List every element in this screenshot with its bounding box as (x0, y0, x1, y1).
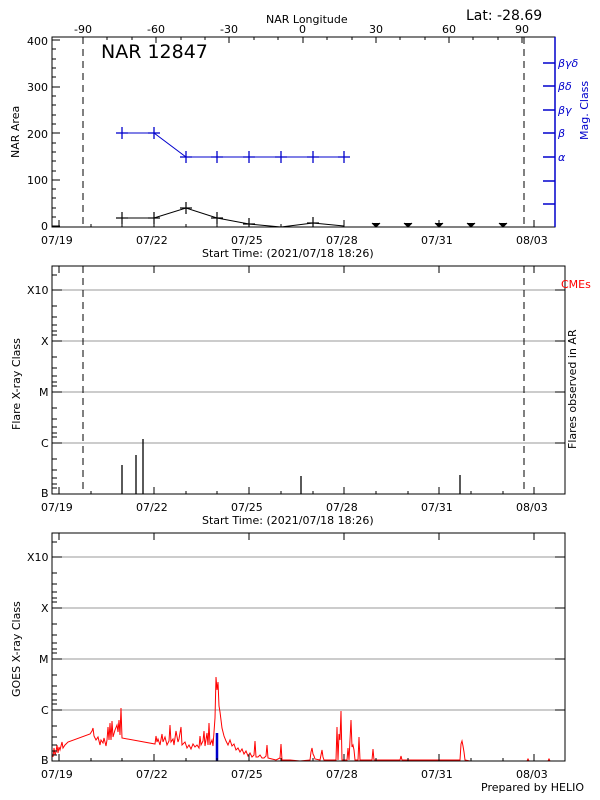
date-ticks (58, 220, 535, 227)
cmes-legend: CMEs (561, 278, 591, 291)
svg-text:07/25: 07/25 (231, 768, 263, 781)
flare-class-axis-title: Flare X-ray Class (10, 338, 23, 430)
svg-text:07/22: 07/22 (136, 501, 168, 514)
svg-text:α: α (558, 151, 566, 164)
latitude-label: Lat: -28.69 (466, 8, 542, 24)
area-y-labels: 400 300 200 100 0 (27, 35, 48, 233)
flare-bars (121, 439, 461, 494)
svg-text:07/31: 07/31 (421, 234, 453, 247)
svg-text:-60: -60 (147, 23, 165, 36)
svg-text:07/25: 07/25 (231, 501, 263, 514)
gridlines (52, 289, 555, 444)
flare-class-panel: X10 X M C B Flare X-ray Class CMEs Flare… (10, 265, 591, 527)
flares-observed-title: Flares observed in AR (566, 329, 579, 449)
svg-text:100: 100 (27, 174, 48, 187)
svg-text:07/28: 07/28 (326, 768, 358, 781)
svg-text:07/19: 07/19 (41, 501, 73, 514)
star-markers (371, 222, 508, 228)
svg-text:90: 90 (515, 23, 529, 36)
svg-text:B: B (41, 754, 49, 767)
longitude-axis-title: NAR Longitude (266, 13, 348, 26)
date-ticks (58, 533, 535, 761)
svg-text:07/19: 07/19 (41, 234, 73, 247)
svg-text:-90: -90 (74, 23, 92, 36)
svg-text:07/31: 07/31 (421, 501, 453, 514)
svg-text:08/03: 08/03 (516, 768, 548, 781)
svg-text:X: X (41, 602, 49, 615)
date-labels: 07/19 07/22 07/25 07/28 07/31 08/03 (41, 234, 548, 247)
svg-text:300: 300 (27, 81, 48, 94)
nar-area-series (116, 202, 508, 228)
date-labels: 07/19 07/22 07/25 07/28 07/31 08/03 (41, 501, 548, 514)
svg-text:200: 200 (27, 128, 48, 141)
x-axis-title: Start Time: (2021/07/18 18:26) (202, 514, 374, 527)
panel-frame (51, 532, 566, 762)
svg-text:X: X (41, 335, 49, 348)
gridlines (52, 556, 555, 711)
svg-text:07/28: 07/28 (326, 234, 358, 247)
svg-text:C: C (41, 704, 49, 717)
mag-class-axis-title: Mag. Class (578, 81, 591, 140)
svg-text:07/22: 07/22 (136, 768, 168, 781)
svg-text:0: 0 (41, 220, 48, 233)
svg-text:400: 400 (27, 35, 48, 48)
svg-text:08/03: 08/03 (516, 501, 548, 514)
class-labels: X10 X M C B (27, 284, 49, 500)
longitude-ticks (82, 37, 523, 43)
nar-area-panel: -90 -60 -30 0 30 60 90 400 300 200 100 0… (9, 23, 591, 260)
date-ticks (58, 266, 565, 494)
svg-text:βγ: βγ (557, 104, 572, 117)
panel-frame (51, 265, 566, 495)
class-labels: X10 X M C B (27, 551, 49, 767)
svg-text:0: 0 (299, 23, 306, 36)
panel-frame (51, 36, 556, 228)
svg-text:08/03: 08/03 (516, 234, 548, 247)
svg-text:07/22: 07/22 (136, 234, 168, 247)
class-minor-ticks (52, 274, 62, 489)
goes-class-axis-title: GOES X-ray Class (10, 601, 23, 697)
mag-class-ticks (543, 62, 555, 205)
svg-text:07/31: 07/31 (421, 768, 453, 781)
svg-text:C: C (41, 437, 49, 450)
svg-text:B: B (41, 487, 49, 500)
date-labels: 07/19 07/22 07/25 07/28 07/31 08/03 (41, 768, 548, 781)
svg-text:X10: X10 (27, 284, 49, 297)
svg-text:βδ: βδ (557, 80, 572, 93)
goes-xray-panel: X10 X M C B GOES X-ray Class 07/19 07/22… (10, 532, 584, 794)
svg-text:60: 60 (442, 23, 456, 36)
svg-text:M: M (39, 386, 49, 399)
svg-text:-30: -30 (220, 23, 238, 36)
longitude-tick-labels: -90 -60 -30 0 30 60 90 (74, 23, 529, 36)
mag-class-series (116, 127, 350, 163)
svg-text:βγδ: βγδ (557, 57, 579, 70)
prepared-by-label: Prepared by HELIO (481, 781, 584, 794)
svg-text:30: 30 (369, 23, 383, 36)
svg-text:M: M (39, 653, 49, 666)
svg-text:07/28: 07/28 (326, 501, 358, 514)
region-title: NAR 12847 (101, 41, 208, 63)
svg-text:07/19: 07/19 (41, 768, 73, 781)
svg-text:07/25: 07/25 (231, 234, 263, 247)
svg-text:X10: X10 (27, 551, 49, 564)
area-y-ticks (52, 39, 60, 227)
class-ticks (52, 541, 565, 756)
goes-flux-curve (52, 676, 551, 762)
area-y-axis-title: NAR Area (9, 106, 22, 158)
mag-class-labels: βγδ βδ βγ β α (557, 57, 579, 164)
svg-text:β: β (557, 127, 565, 140)
x-axis-title: Start Time: (2021/07/18 18:26) (202, 247, 374, 260)
